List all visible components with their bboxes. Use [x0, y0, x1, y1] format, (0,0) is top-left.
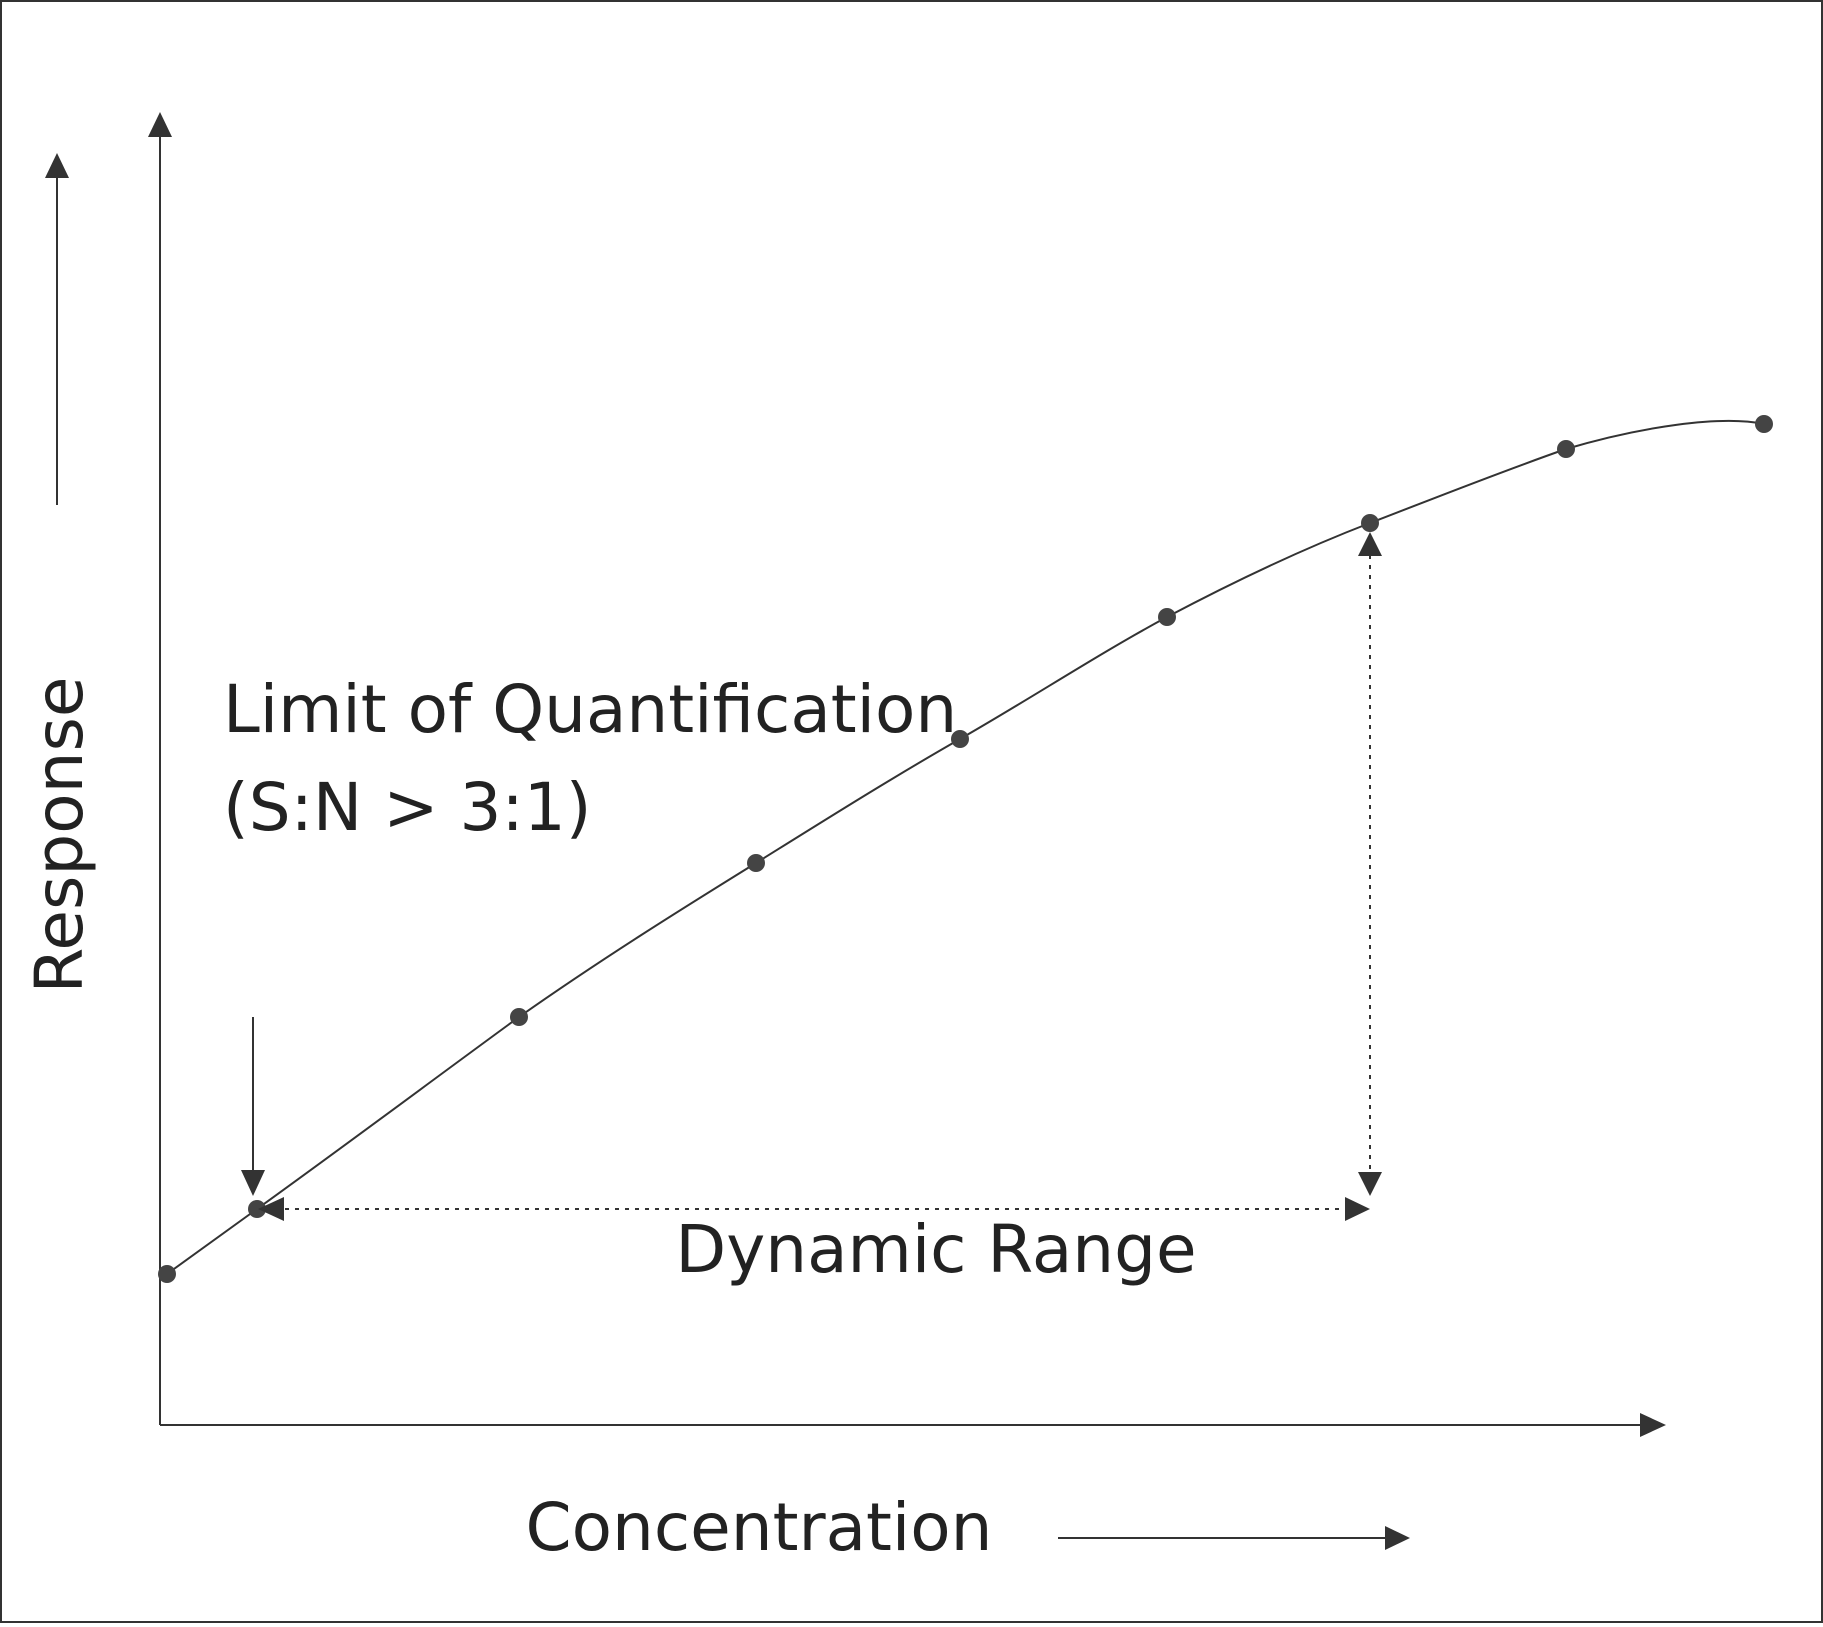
- axes: [45, 112, 1666, 1550]
- loq-condition: (S:N > 3:1): [223, 769, 591, 846]
- point: [1361, 514, 1379, 532]
- loq-label: Limit of Quantification: [223, 671, 957, 748]
- response-arrowhead: [45, 153, 69, 178]
- loq-arrow: [241, 1017, 265, 1196]
- x-axis-label: Concentration: [526, 1489, 993, 1566]
- point: [1755, 415, 1773, 433]
- point: [747, 854, 765, 872]
- point: [248, 1200, 266, 1218]
- concentration-arrowhead: [1385, 1526, 1410, 1550]
- point: [951, 730, 969, 748]
- dynamic-range-label: Dynamic Range: [675, 1211, 1196, 1288]
- point: [1557, 440, 1575, 458]
- point: [158, 1265, 176, 1283]
- y-axis-label: Response: [21, 677, 98, 994]
- point: [510, 1008, 528, 1026]
- point: [1158, 608, 1176, 626]
- data-points: [158, 415, 1773, 1283]
- dynamic-range-arrows: [258, 532, 1382, 1221]
- x-axis-arrowhead: [1640, 1413, 1666, 1437]
- y-axis-arrowhead: [148, 112, 172, 137]
